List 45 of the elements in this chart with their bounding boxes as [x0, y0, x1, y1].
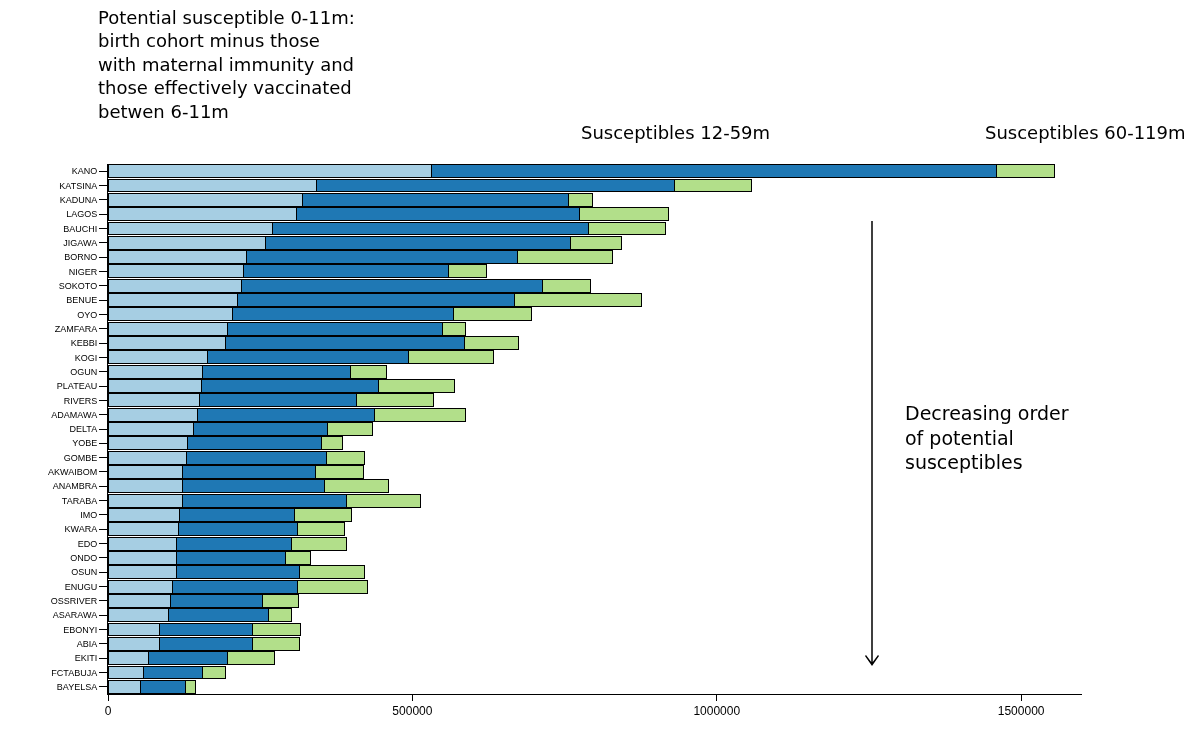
text: Susceptibles 12-59m	[581, 122, 771, 143]
text: Susceptibles 60-119m	[985, 122, 1186, 143]
y-tick-label: BORNO	[64, 252, 98, 263]
y-tick-label: KEBBI	[70, 338, 98, 349]
y-tick-label: ANAMBRA	[52, 481, 98, 492]
y-tick-label: KOGI	[74, 352, 98, 363]
x-tick-label: 1500000	[997, 704, 1045, 719]
y-tick-label: ABIA	[76, 639, 98, 650]
y-tick-label: TARABA	[61, 495, 98, 506]
y-tick-label: OSUN	[71, 567, 98, 578]
y-tick-label: EDO	[77, 538, 98, 549]
y-tick-label: NIGER	[68, 266, 98, 277]
y-tick-label: KADUNA	[59, 194, 98, 205]
y-tick-label: OGUN	[70, 366, 98, 377]
y-tick-label: IMO	[80, 510, 98, 521]
y-tick-label: ADAMAWA	[51, 409, 98, 420]
x-tick-label: 500000	[392, 704, 433, 719]
y-tick-label: ASARAWA	[52, 610, 98, 621]
y-tick-label: JIGAWA	[63, 237, 98, 248]
y-tick-label: EBONYI	[63, 624, 98, 635]
y-tick-label: ENUGU	[64, 581, 98, 592]
y-tick-label: PLATEAU	[56, 381, 98, 392]
y-tick-label: DELTA	[69, 424, 98, 435]
y-tick-label: YOBE	[72, 438, 98, 449]
y-tick-label: RIVERS	[63, 395, 98, 406]
text: Potential susceptible 0-11m: birth cohort minus those with maternal immunity and those effectively vaccinated betwen 6-11m	[98, 7, 355, 122]
annotation: Decreasing order of potential susceptibles	[905, 402, 1069, 474]
y-tick-label: LAGOS	[66, 209, 98, 220]
y-tick-label: KATSINA	[59, 180, 98, 191]
y-tick-label: BAUCHI	[63, 223, 98, 234]
y-tick-label: ONDO	[70, 553, 98, 564]
x-tick-label: 1000000	[693, 704, 741, 719]
y-tick-label: EKITI	[74, 653, 98, 664]
y-tick-label: FCTABUJA	[51, 667, 98, 678]
x-tick-label: 0	[104, 704, 112, 719]
y-tick-label: OYO	[77, 309, 98, 320]
y-tick-label: BAYELSA	[56, 681, 98, 692]
y-tick-label: ZAMFARA	[54, 323, 98, 334]
y-tick-label: BENUE	[66, 295, 98, 306]
y-tick-label: GOMBE	[63, 452, 98, 463]
y-tick-label: KWARA	[64, 524, 98, 535]
y-tick-label: AKWAIBOM	[48, 467, 98, 478]
y-tick-label: KANO	[71, 166, 98, 177]
y-tick-label: OSSRIVER	[50, 596, 98, 607]
y-tick-label: SOKOTO	[58, 280, 98, 291]
